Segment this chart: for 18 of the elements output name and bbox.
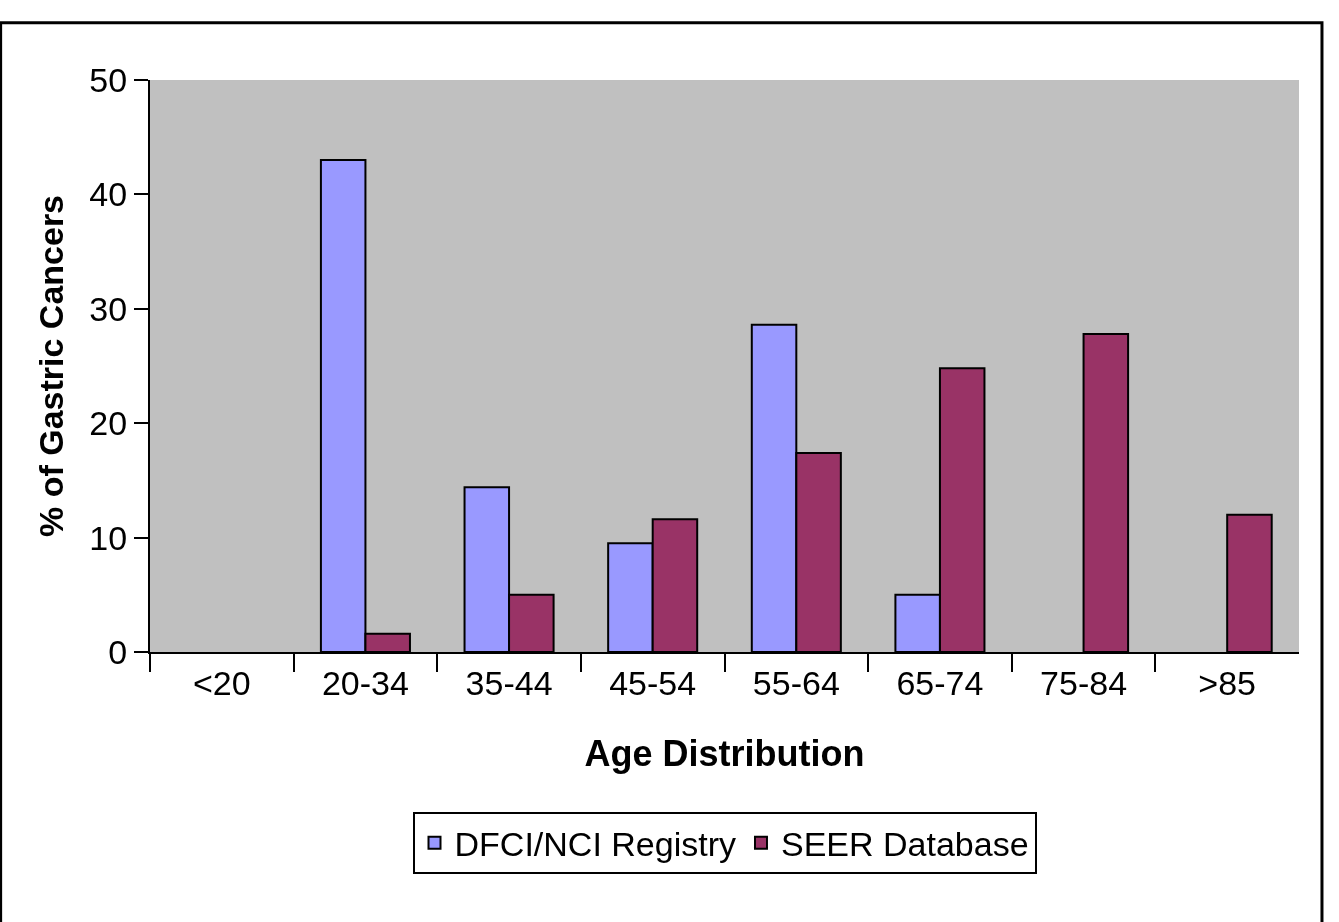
x-tick-label: 20-34 bbox=[321, 663, 409, 702]
x-axis-title: Age Distribution bbox=[584, 733, 865, 774]
x-tick-label: <20 bbox=[192, 663, 251, 702]
x-tick-label: >85 bbox=[1198, 663, 1257, 702]
y-tick-label: 0 bbox=[108, 632, 128, 671]
x-tick-label: 35-44 bbox=[465, 663, 553, 702]
x-tick-label: 75-84 bbox=[1040, 663, 1128, 702]
x-tick-label: 55-64 bbox=[752, 663, 840, 702]
y-tick-label: 10 bbox=[89, 518, 128, 557]
x-tick-label: 45-54 bbox=[609, 663, 697, 702]
legend-label: DFCI/NCI Registry bbox=[454, 825, 736, 864]
y-tick-label: 30 bbox=[89, 289, 128, 328]
x-tick-label: 65-74 bbox=[896, 663, 984, 702]
y-tick-label: 50 bbox=[89, 60, 128, 99]
legend-label: SEER Database bbox=[780, 825, 1029, 864]
y-axis-title: % of Gastric Cancers bbox=[32, 194, 71, 538]
y-tick-label: 20 bbox=[89, 404, 128, 443]
y-tick-label: 40 bbox=[89, 175, 128, 214]
